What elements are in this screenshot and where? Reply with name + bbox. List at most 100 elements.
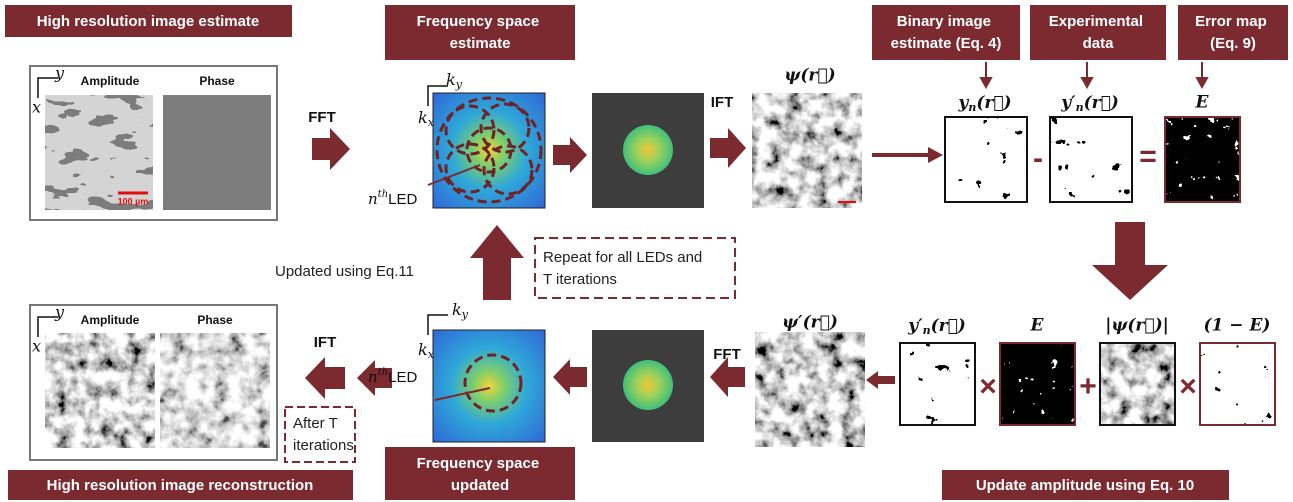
axis-base: k	[418, 340, 428, 359]
phase-image	[163, 95, 271, 210]
experimental-image	[1050, 117, 1132, 202]
arrow	[710, 128, 746, 168]
led-label: nthLED	[368, 189, 417, 209]
axis-sub: x	[428, 348, 435, 361]
note-line: iterations	[293, 437, 354, 454]
math-label: y′n(r⃗)	[907, 316, 966, 338]
step-label: FFT	[308, 109, 336, 126]
axis-base: k	[446, 70, 456, 89]
scale-bar-label: 100 µm	[118, 196, 149, 206]
led-sup: th	[378, 189, 388, 200]
note-line: Repeat for all LEDs and	[543, 249, 702, 266]
note: Updated using Eq.11	[275, 263, 414, 280]
math-label: |ψ(r⃗)|	[1105, 316, 1169, 336]
pupil-spot	[623, 125, 673, 175]
axis-label: y	[54, 64, 65, 83]
label-text: High resolution image estimate	[37, 13, 260, 30]
arrow-head	[1082, 78, 1092, 87]
updated-image	[755, 332, 865, 447]
axis-label: kx	[418, 108, 435, 130]
note-box	[535, 238, 735, 298]
math-sub: n	[923, 324, 931, 337]
low-res-image	[752, 93, 862, 208]
axis-label: x	[32, 337, 41, 356]
experimental-image	[900, 343, 975, 425]
axis-label: x	[32, 98, 41, 117]
arrow	[312, 128, 350, 170]
axis-label: y	[54, 303, 65, 322]
arrow-head	[981, 78, 991, 87]
note-line: T iterations	[543, 271, 617, 288]
operator: -	[1033, 142, 1043, 175]
arrow	[710, 357, 745, 397]
image-caption: Phase	[199, 74, 235, 88]
math-label: E	[1195, 93, 1210, 113]
math-rest: (r⃗)	[976, 93, 1011, 113]
math-rest: (r⃗)	[1084, 93, 1119, 113]
operator: ×	[979, 370, 997, 403]
math-label: ψ(r⃗)	[784, 66, 835, 86]
note-line: After T	[293, 415, 338, 432]
error-map-image	[1165, 117, 1240, 202]
led-n: n	[368, 368, 378, 386]
axis-label: ky	[452, 300, 469, 322]
led-n: n	[368, 190, 378, 208]
axis-sub: y	[455, 78, 463, 91]
axis-base: k	[418, 108, 428, 127]
binary-image	[945, 117, 1027, 202]
amplitude-image	[1100, 343, 1175, 425]
arrow	[305, 357, 345, 399]
image-caption: Amplitude	[81, 74, 140, 88]
math-rest: (r⃗)	[931, 316, 966, 336]
axis-label: kx	[418, 340, 435, 362]
image-caption: Amplitude	[81, 313, 140, 327]
led-text: LED	[388, 369, 417, 386]
math-label: yn(r⃗)	[957, 93, 1011, 115]
math-label: y′n(r⃗)	[1060, 93, 1119, 115]
step-label: IFT	[314, 334, 337, 351]
note: Repeat for all LEDs and T iterations	[543, 249, 706, 288]
label-line: Binary image	[897, 13, 991, 30]
axis-sub: y	[461, 308, 469, 321]
led-label: nthLED	[368, 367, 417, 387]
arrow-head	[928, 147, 943, 163]
step-label: IFT	[711, 94, 734, 111]
arrow	[553, 359, 587, 395]
label-line: data	[1083, 35, 1115, 52]
label-line: Experimental	[1049, 13, 1143, 30]
error-map-image	[1000, 343, 1075, 425]
arrow	[553, 137, 587, 173]
label-text: Update amplitude using Eq. 10	[976, 477, 1194, 494]
spectrum-image	[433, 330, 545, 442]
axis-label: ky	[446, 70, 463, 92]
label-line: estimate (Eq. 4)	[891, 35, 1002, 52]
math-label: ψ′(r⃗)	[782, 313, 838, 333]
math-sub: n	[1076, 101, 1084, 114]
spectrum-image	[433, 93, 545, 208]
diagram: High resolution image estimate Frequency…	[0, 0, 1293, 502]
axis-sub: x	[428, 116, 435, 129]
math-label: (1 − E)	[1204, 316, 1271, 336]
label-line: Error map	[1195, 13, 1267, 30]
axis-base: k	[452, 300, 462, 319]
label-line: updated	[451, 477, 509, 494]
led-sup: th	[378, 367, 388, 378]
pointer-arrows	[981, 62, 1207, 87]
label-line: Frequency space	[417, 13, 540, 30]
label-text: High resolution image reconstruction	[47, 477, 314, 494]
math-sub: n	[968, 101, 976, 114]
label-line: estimate	[450, 35, 511, 52]
arrow	[470, 225, 524, 300]
led-text: LED	[388, 191, 417, 208]
image-caption: Phase	[197, 313, 233, 327]
math-label: E	[1030, 316, 1045, 336]
label-line: (Eq. 9)	[1210, 35, 1256, 52]
arrow	[866, 371, 895, 389]
arrow-head	[1197, 78, 1207, 87]
pupil-spot	[623, 360, 673, 410]
inverse-error-image	[1200, 343, 1275, 425]
math-base: y′	[1060, 93, 1076, 113]
math-base: y′	[907, 316, 923, 336]
phase-image	[160, 333, 270, 448]
label-line: Frequency space	[417, 455, 540, 472]
